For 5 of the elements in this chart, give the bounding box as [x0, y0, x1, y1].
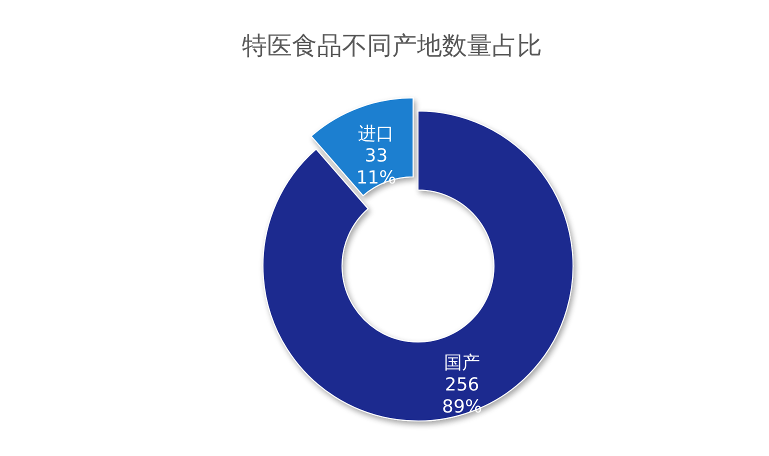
slice-label: 进口: [358, 124, 394, 145]
data-label: 256 89%: [442, 374, 482, 418]
slice-label: 国产: [444, 352, 480, 374]
chart-title: 特医食品不同产地数量占比: [242, 31, 542, 60]
data-label: 33 11%: [356, 146, 396, 189]
